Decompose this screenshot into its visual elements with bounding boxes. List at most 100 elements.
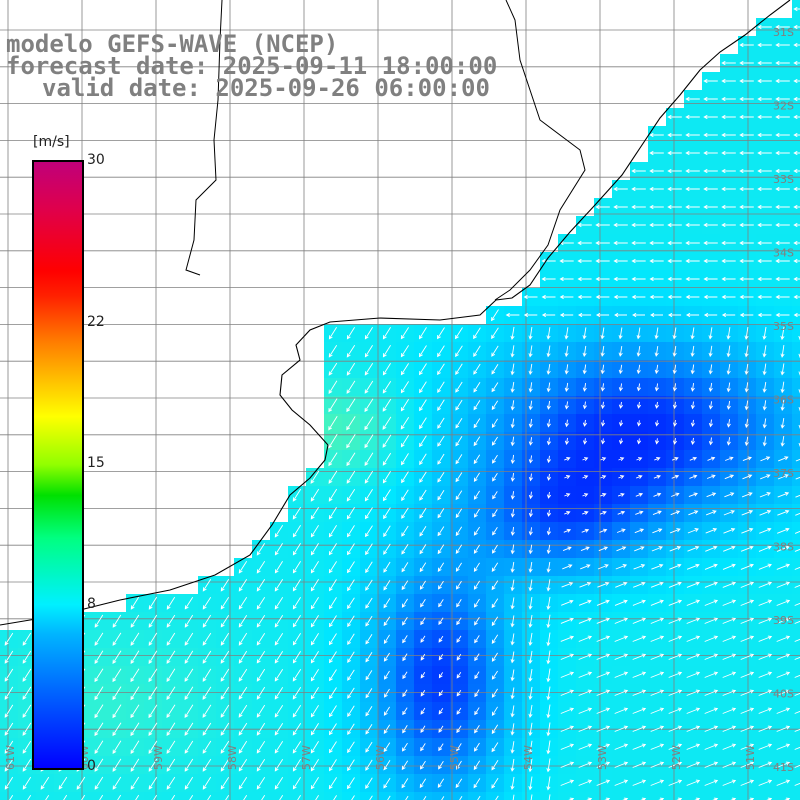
wind-arrow xyxy=(402,671,408,680)
wind-arrow xyxy=(793,204,800,210)
wind-arrow xyxy=(528,473,533,482)
wind-arrow xyxy=(631,204,646,210)
wind-speed-cell xyxy=(252,792,271,800)
wind-arrow xyxy=(686,617,701,624)
wind-arrow xyxy=(705,545,718,552)
wind-speed-cell xyxy=(630,792,649,800)
wind-arrow xyxy=(618,438,624,445)
wind-arrow xyxy=(455,472,463,483)
wind-arrow xyxy=(564,475,571,479)
wind-arrow xyxy=(759,527,772,534)
wind-arrow xyxy=(685,258,700,264)
wind-arrow xyxy=(274,776,284,790)
wind-arrow xyxy=(473,327,481,340)
wind-arrow xyxy=(491,634,499,644)
wind-arrow xyxy=(671,474,680,479)
wind-arrow xyxy=(595,222,610,228)
wind-arrow xyxy=(274,543,283,556)
wind-arrow xyxy=(492,509,498,518)
wind-arrow xyxy=(703,312,718,318)
wind-arrow xyxy=(730,797,737,800)
wind-arrow xyxy=(112,650,122,664)
wind-arrow xyxy=(528,382,533,393)
wind-speed-cell xyxy=(36,792,55,800)
wind-arrow xyxy=(171,794,176,800)
wind-arrow xyxy=(794,656,800,660)
wind-arrow xyxy=(634,546,645,552)
wind-arrow xyxy=(63,794,68,800)
wind-arrow xyxy=(541,258,556,264)
wind-arrow xyxy=(328,488,338,502)
wind-arrow xyxy=(741,510,754,516)
wind-arrow xyxy=(757,114,772,120)
wind-arrow xyxy=(582,327,587,340)
wind-arrow xyxy=(437,345,445,358)
wind-arrow xyxy=(577,222,592,228)
wind-arrow xyxy=(473,472,480,482)
wind-arrow xyxy=(793,78,800,84)
wind-arrow xyxy=(704,779,719,786)
wind-arrow xyxy=(776,725,791,732)
wind-arrow xyxy=(615,564,628,570)
wind-arrow xyxy=(649,258,664,264)
wind-speed-cell xyxy=(792,558,800,577)
wind-arrow xyxy=(383,507,391,520)
wind-arrow xyxy=(455,508,463,519)
wind-arrow xyxy=(739,150,754,156)
wind-arrow xyxy=(794,548,800,552)
wind-arrow xyxy=(775,186,790,192)
wind-arrow xyxy=(667,276,682,282)
wind-arrow xyxy=(528,491,533,500)
colorbar xyxy=(32,160,84,770)
wind-arrow xyxy=(292,633,301,646)
wind-arrow xyxy=(112,776,122,790)
wind-arrow xyxy=(706,492,717,498)
latitude-label: 41S xyxy=(773,761,794,774)
wind-arrow xyxy=(420,599,426,608)
wind-arrow xyxy=(564,457,571,461)
wind-arrow xyxy=(776,599,791,606)
wind-arrow xyxy=(582,345,587,358)
wind-arrow xyxy=(776,563,791,570)
wind-arrow xyxy=(596,707,611,714)
wind-arrow xyxy=(45,794,50,800)
wind-arrow xyxy=(184,596,194,610)
wind-arrow xyxy=(112,686,122,701)
wind-arrow xyxy=(744,418,749,429)
latitude-label: 33S xyxy=(773,173,794,186)
wind-arrow xyxy=(541,294,556,300)
wind-arrow xyxy=(722,779,737,786)
wind-arrow xyxy=(775,60,790,66)
wind-arrow xyxy=(776,761,791,768)
wind-arrow xyxy=(364,489,373,502)
wind-arrow xyxy=(614,635,629,642)
latitude-label: 35S xyxy=(773,320,794,333)
longitude-label: 52W xyxy=(670,745,683,770)
wind-arrow xyxy=(672,401,677,410)
wind-arrow xyxy=(703,276,718,282)
wind-arrow xyxy=(685,312,700,318)
wind-arrow xyxy=(740,563,754,570)
wind-arrow xyxy=(757,204,772,210)
wind-arrow xyxy=(510,615,515,628)
wind-arrow xyxy=(510,651,515,664)
wind-arrow xyxy=(473,436,481,447)
wind-arrow xyxy=(130,722,140,737)
wind-arrow xyxy=(202,614,212,628)
wind-arrow xyxy=(757,294,772,300)
wind-arrow xyxy=(704,743,719,750)
wind-arrow xyxy=(382,363,391,376)
wind-arrow xyxy=(613,222,628,228)
wind-arrow xyxy=(130,686,140,701)
wind-arrow xyxy=(703,240,718,246)
wind-arrow xyxy=(614,599,628,606)
wind-arrow xyxy=(184,650,194,664)
wind-arrow xyxy=(632,653,647,660)
wind-arrow xyxy=(402,635,408,644)
wind-arrow xyxy=(383,634,390,644)
wind-arrow xyxy=(618,364,623,375)
wind-arrow xyxy=(491,777,499,789)
wind-arrow xyxy=(184,632,194,646)
wind-speed-cell xyxy=(432,792,451,800)
wind-arrow xyxy=(562,564,573,570)
